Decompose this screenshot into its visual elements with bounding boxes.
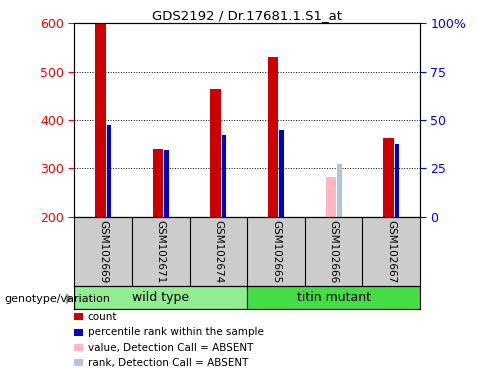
Text: wild type: wild type bbox=[132, 291, 190, 304]
Bar bbox=[210, 89, 221, 217]
Bar bbox=[153, 149, 163, 217]
Text: GSM102667: GSM102667 bbox=[386, 220, 396, 284]
Bar bbox=[325, 177, 336, 217]
Bar bbox=[247, 286, 420, 309]
Bar bbox=[164, 150, 169, 217]
Bar bbox=[74, 286, 247, 309]
Text: GSM102671: GSM102671 bbox=[156, 220, 166, 284]
Text: genotype/variation: genotype/variation bbox=[5, 294, 111, 304]
Bar bbox=[107, 125, 111, 217]
Title: GDS2192 / Dr.17681.1.S1_at: GDS2192 / Dr.17681.1.S1_at bbox=[152, 9, 342, 22]
Text: titin mutant: titin mutant bbox=[297, 291, 371, 304]
Bar bbox=[395, 144, 399, 217]
Bar bbox=[337, 164, 342, 217]
Bar bbox=[279, 130, 284, 217]
Text: rank, Detection Call = ABSENT: rank, Detection Call = ABSENT bbox=[88, 358, 248, 368]
Text: GSM102666: GSM102666 bbox=[329, 220, 338, 284]
Text: value, Detection Call = ABSENT: value, Detection Call = ABSENT bbox=[88, 343, 253, 353]
Polygon shape bbox=[66, 293, 72, 305]
Bar bbox=[383, 138, 394, 217]
Text: count: count bbox=[88, 312, 117, 322]
Bar bbox=[222, 134, 227, 217]
Bar bbox=[95, 25, 106, 217]
Text: GSM102665: GSM102665 bbox=[271, 220, 281, 284]
Text: GSM102669: GSM102669 bbox=[98, 220, 108, 284]
Text: GSM102674: GSM102674 bbox=[214, 220, 223, 284]
Text: percentile rank within the sample: percentile rank within the sample bbox=[88, 327, 264, 337]
Bar bbox=[268, 57, 278, 217]
